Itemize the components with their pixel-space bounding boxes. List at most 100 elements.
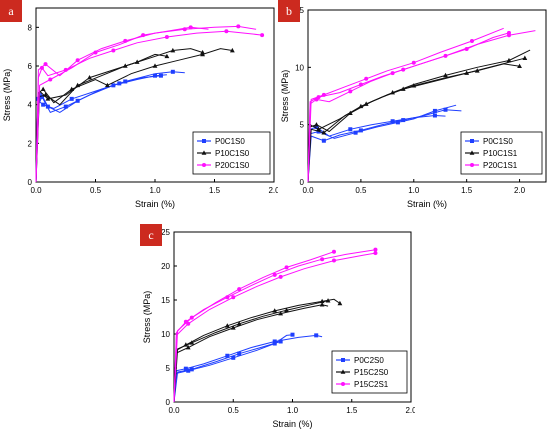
data-point [314,124,319,129]
data-point [164,35,169,39]
data-point [186,368,191,373]
y-tick-label: 25 [161,228,170,237]
legend-marker [470,163,474,167]
series-line [35,74,167,183]
data-point [224,29,229,34]
legend-entry: P20C1S0 [215,161,250,170]
y-axis-label: Stress (MPa) [280,70,290,123]
y-tick-label: 10 [161,330,170,339]
series-line [35,71,185,183]
data-point [401,67,406,72]
data-point [443,72,448,78]
data-point [443,107,448,112]
series-line [173,304,329,403]
x-tick-label: 1.5 [461,186,473,195]
data-point [469,38,474,43]
data-point [464,46,469,51]
data-point [224,323,230,328]
series-line [307,109,462,183]
legend-entry: P0C1S0 [215,137,245,146]
chart-panel-b: 0.00.51.01.52.0051015Strain (%)Stress (M… [278,0,550,213]
data-point [411,83,417,88]
data-point [43,62,48,67]
data-point [260,33,265,38]
data-point [522,55,528,60]
panel-label-b: b [278,0,300,22]
y-tick-label: 20 [161,262,170,271]
data-point [321,138,326,143]
data-point [134,59,140,64]
data-point [432,108,437,113]
legend-marker [340,369,346,374]
data-point [39,65,44,70]
x-tick-label: 0.0 [302,186,314,195]
data-point [236,24,241,29]
legend-entry: P10C1S0 [215,149,250,158]
data-point [474,68,480,73]
chart-panel-c: 0.0 0.5 1.0 1.5 2.0 0 5 10 15 20 25 Strain (%) Stres… [140,224,415,435]
legend-entry: P20C1S1 [483,161,518,170]
y-tick-label: 5 [300,121,305,130]
x-tick-label: 2.0 [514,186,526,195]
x-tick-label: 1.5 [346,406,358,415]
data-point [230,325,236,330]
data-point [325,298,331,303]
data-point [331,258,336,263]
data-point [48,77,53,82]
legend-marker [469,150,475,155]
data-point [41,102,46,107]
x-axis-label: Strain (%) [135,199,175,209]
y-tick-label: 5 [166,364,171,373]
x-tick-label: 0.5 [90,186,102,195]
data-point [432,113,437,118]
data-point [188,25,193,30]
data-point [272,272,277,277]
chart-panel-a: 0.0 0.5 1.0 1.5 2.0 0 2 4 6 8 Strain (%) Stress (MP… [0,0,278,213]
data-point [320,257,325,262]
y-tick-label: 2 [28,139,33,148]
data-point [75,58,80,63]
data-point [373,247,378,252]
data-point [411,60,416,65]
data-point [229,47,235,53]
legend-entry: P0C2S0 [354,356,384,365]
data-point [284,307,289,312]
y-axis-label: Stress (MPa) [142,291,152,344]
data-point [517,63,522,68]
series-P10C1S1 [307,49,531,183]
data-point [189,340,195,345]
series-P20C1S0 [35,24,265,183]
chart-c-svg: 0.0 0.5 1.0 1.5 2.0 0 5 10 15 20 25 Strain (%) Stres… [142,228,415,429]
data-point [237,287,242,292]
data-point [170,47,176,53]
data-point [69,96,74,101]
data-point [316,126,321,132]
legend-marker [202,139,206,143]
legend-marker [341,382,345,386]
series-line [307,32,510,183]
data-point [506,57,512,63]
data-point [105,82,110,88]
x-tick-label: 1.5 [209,186,221,195]
data-point [353,130,358,135]
data-point [314,333,319,338]
data-point [231,295,236,300]
data-point [231,355,236,360]
y-tick-label: 4 [28,101,33,110]
data-point [364,76,369,81]
y-tick-label: 15 [161,296,170,305]
data-point [39,94,44,99]
series-line [35,26,209,183]
data-point [189,367,194,372]
y-tick-label: 0 [28,178,33,187]
data-point [319,302,325,307]
data-point [358,82,363,87]
y-tick-label: 0 [166,398,171,407]
data-point [331,249,336,254]
series-line [173,334,323,403]
series-line [307,27,504,183]
data-point [337,300,343,306]
data-point [390,119,395,124]
data-point [117,81,122,86]
series-P15C2S0 [173,298,343,403]
